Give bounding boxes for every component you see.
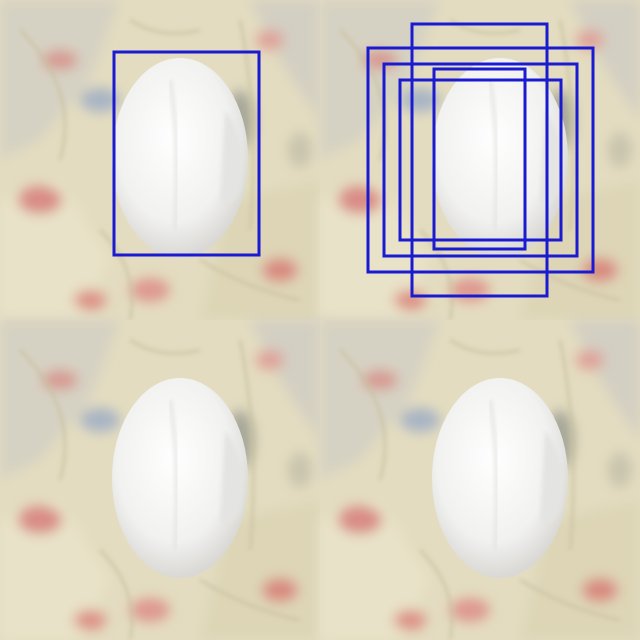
- bounding-box: [112, 50, 261, 257]
- photo-panel: [320, 320, 640, 640]
- bounding-box: [432, 67, 527, 251]
- photo-panel: [0, 320, 320, 640]
- bounding-box: [398, 78, 563, 242]
- bounding-box: [410, 22, 549, 298]
- bounding-box: [382, 62, 579, 258]
- bounding-box: [366, 46, 595, 274]
- bounding-boxes: [112, 22, 595, 298]
- photo-panel: [0, 0, 320, 320]
